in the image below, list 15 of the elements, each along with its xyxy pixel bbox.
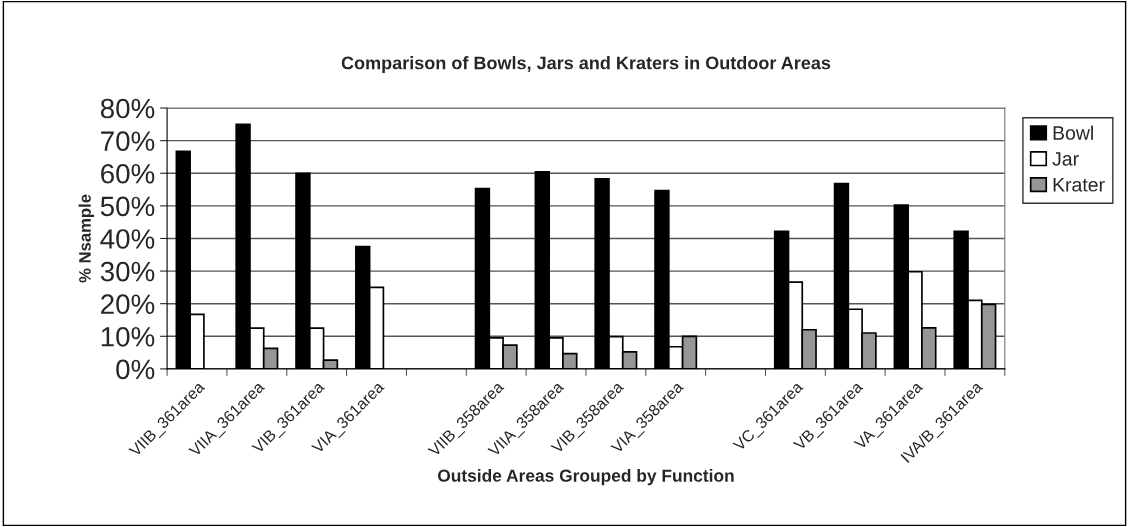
y-tick-label: 80%	[100, 98, 155, 119]
y-tick-label: 10%	[101, 326, 155, 347]
y-tick-label: 20%	[101, 294, 155, 315]
y-tick-label: 40%	[100, 229, 155, 249]
x-axis-title: Outside Areas Grouped by Function	[437, 469, 734, 486]
y-tick-label: 70%	[101, 131, 155, 151]
legend-label: Jar	[1052, 152, 1079, 166]
y-tick-label: 30%	[100, 261, 155, 282]
y-tick-label: 0%	[116, 359, 155, 380]
legend-label: Bowl	[1053, 125, 1093, 140]
legend-label: Krater	[1053, 178, 1105, 192]
chart-title: Comparison of Bowls, Jars and Kraters in Outdoor Areas	[341, 56, 831, 73]
y-tick-label: 60%	[101, 163, 155, 184]
y-axis-title: % Nsample	[78, 194, 95, 283]
y-tick-label: 50%	[100, 196, 155, 217]
